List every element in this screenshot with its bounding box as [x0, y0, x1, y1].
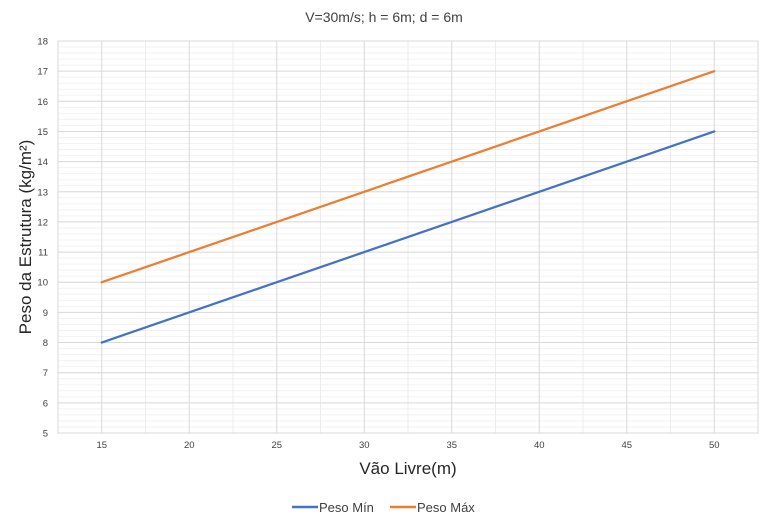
x-tick-label: 15 — [96, 440, 107, 451]
x-tick-label: 45 — [621, 440, 632, 451]
y-tick-label: 12 — [37, 217, 48, 228]
y-tick-label: 10 — [37, 278, 48, 289]
x-tick-label: 20 — [184, 440, 195, 451]
legend-label: Peso Máx — [417, 500, 475, 515]
y-tick-label: 13 — [37, 187, 48, 198]
y-tick-label: 11 — [38, 248, 48, 259]
y-tick-label: 8 — [43, 338, 48, 349]
y-axis-label: Peso da Estrutura (kg/m²) — [16, 140, 35, 335]
x-tick-label: 40 — [534, 440, 545, 451]
x-axis-ticks: 15 20 25 30 35 40 45 50 — [96, 440, 719, 451]
y-tick-label: 17 — [37, 67, 48, 78]
x-tick-label: 50 — [709, 440, 720, 451]
chart-grid — [57, 40, 759, 434]
series-line — [100, 130, 716, 344]
y-tick-label: 9 — [43, 308, 48, 319]
y-axis-ticks: 5 6 7 8 9 10 11 12 13 14 15 16 17 18 — [37, 37, 48, 440]
y-tick-label: 14 — [37, 157, 48, 168]
series-line — [100, 70, 716, 284]
chart-legend: Peso Mín Peso Máx — [292, 500, 475, 515]
y-tick-label: 5 — [43, 429, 48, 440]
y-tick-label: 15 — [37, 127, 48, 138]
plot-area-border — [57, 40, 759, 434]
y-tick-label: 6 — [43, 398, 48, 409]
legend-label: Peso Mín — [319, 500, 374, 515]
x-tick-label: 25 — [271, 440, 282, 451]
y-tick-label: 18 — [37, 37, 48, 48]
x-tick-label: 30 — [359, 440, 370, 451]
x-tick-label: 35 — [446, 440, 457, 451]
y-tick-label: 7 — [43, 368, 48, 379]
y-tick-label: 16 — [37, 97, 48, 108]
chart-title: V=30m/s; h = 6m; d = 6m — [305, 9, 463, 25]
chart-series — [100, 70, 716, 344]
x-axis-label: Vão Livre(m) — [359, 459, 456, 478]
